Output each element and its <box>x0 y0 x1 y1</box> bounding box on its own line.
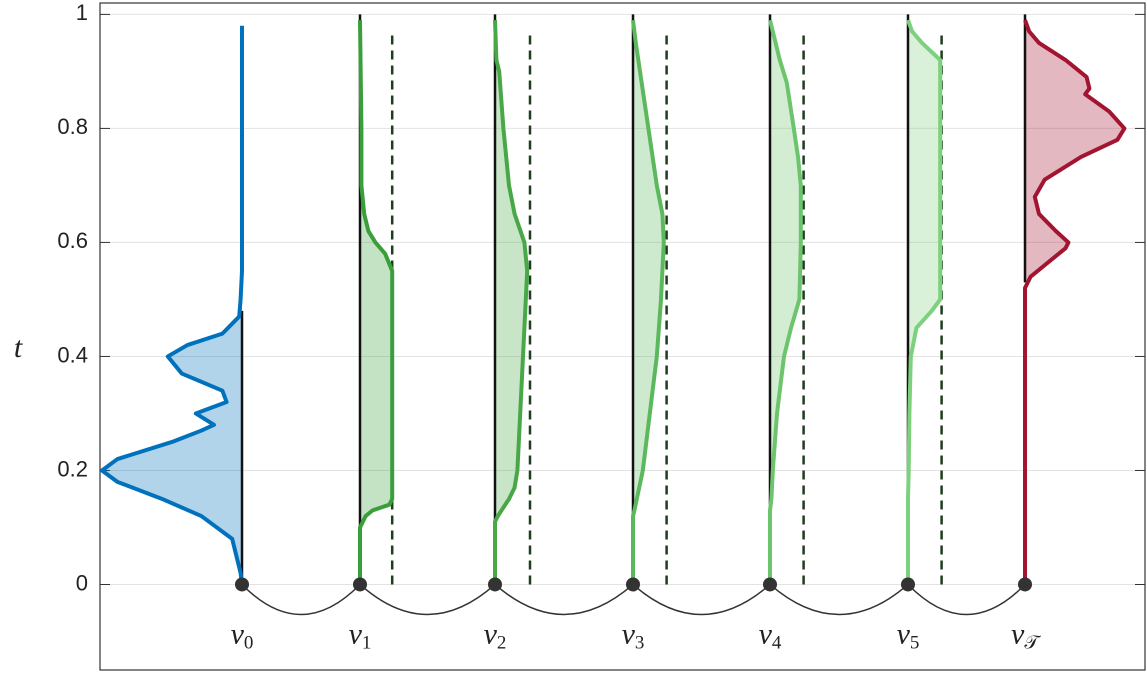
density-fill <box>360 20 393 585</box>
y-tick-label: 0.6 <box>57 228 88 253</box>
node-label: v3 <box>622 617 645 653</box>
density-curve <box>358 20 395 585</box>
y-axis-label: t <box>14 331 23 364</box>
node-label: v𝒯 <box>1011 617 1041 653</box>
node-label-sub: 0 <box>244 633 254 654</box>
node-label: v0 <box>231 617 254 653</box>
density-curve <box>1023 19 1127 585</box>
node-label-main: v <box>622 617 636 650</box>
node <box>488 577 502 592</box>
density-curve <box>631 19 666 585</box>
y-tick-label: 0.4 <box>57 342 88 367</box>
node-label-sub: 5 <box>910 633 920 654</box>
edge <box>241 583 361 616</box>
node-label-main: v <box>484 617 498 650</box>
density-fill <box>1025 20 1125 585</box>
node-label-main: v <box>349 617 363 650</box>
node-label: v2 <box>484 617 507 653</box>
density-curve <box>768 19 803 585</box>
node-label-main: v <box>759 617 773 650</box>
y-tick-label: 0.8 <box>57 114 88 139</box>
node <box>353 577 367 592</box>
node-label-main: v <box>897 617 911 650</box>
node-label-sub: 1 <box>362 633 372 654</box>
node-label-main: v <box>1011 617 1025 650</box>
density-fill <box>495 20 528 585</box>
node <box>901 577 915 592</box>
node <box>763 577 777 592</box>
node-label-sub: 2 <box>497 633 507 654</box>
edge <box>769 583 909 616</box>
density-curve <box>493 20 530 585</box>
y-tick-label: 0 <box>76 570 88 595</box>
node-label-sub: 4 <box>772 633 782 654</box>
node-label-sub: 𝒯 <box>1024 633 1041 654</box>
node-label: v5 <box>897 617 920 653</box>
edge <box>907 583 1026 616</box>
node <box>626 577 640 592</box>
node <box>1018 577 1032 592</box>
density-curve <box>906 19 943 585</box>
node-label-sub: 3 <box>635 633 645 654</box>
density-fill <box>633 20 664 585</box>
density-fill <box>770 20 801 585</box>
node-label: v4 <box>759 617 782 653</box>
plot-frame <box>99 2 1146 671</box>
node <box>235 577 249 592</box>
density-curve <box>100 25 244 585</box>
node-label: v1 <box>349 617 372 653</box>
edge <box>632 583 771 616</box>
y-tick-label: 0.2 <box>57 456 88 481</box>
node-label-main: v <box>231 617 245 650</box>
density-fill <box>102 25 242 585</box>
edge <box>359 583 496 616</box>
density-fill <box>908 20 941 585</box>
y-tick-label: 1 <box>76 0 88 25</box>
edge <box>494 583 634 616</box>
